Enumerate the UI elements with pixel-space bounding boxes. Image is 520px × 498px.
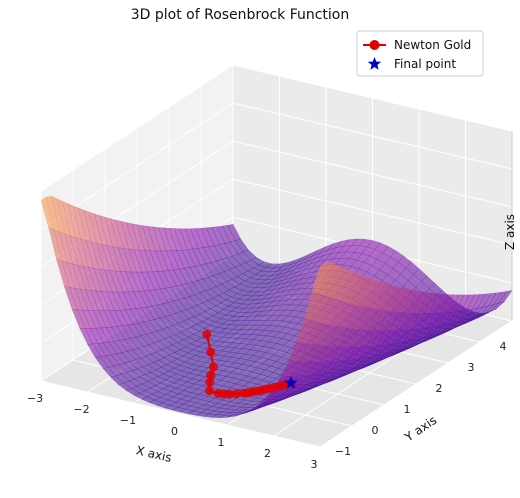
x-tick-label: −3 — [27, 392, 43, 405]
y-tick-label: 4 — [500, 340, 507, 353]
surface-cell — [338, 269, 353, 303]
x-tick-label: −1 — [120, 414, 136, 427]
x-tick-label: 0 — [171, 425, 178, 438]
grid-line-y-floor — [40, 380, 321, 448]
legend-star-marker-icon — [367, 57, 382, 70]
legend-circle-marker-icon — [369, 40, 380, 50]
legend-label-newton-gold: Newton Gold — [394, 38, 471, 52]
legend-entry-newton-gold: Newton Gold — [363, 38, 471, 52]
legend-label-final-point: Final point — [394, 57, 456, 71]
surface-cell — [429, 293, 444, 314]
newton-gold-point — [225, 389, 235, 399]
surface-cell — [461, 294, 476, 312]
legend: Newton Gold Final point — [356, 30, 484, 77]
newton-gold-point — [202, 329, 212, 339]
surface-cell — [349, 273, 364, 305]
final-point-star — [284, 376, 298, 389]
surface-cell — [482, 292, 497, 308]
grid-line-z-back — [232, 64, 513, 132]
chart-title: 3D plot of Rosenbrock Function — [131, 7, 350, 23]
x-tick-label: 3 — [311, 458, 318, 471]
surface-cell — [322, 262, 337, 297]
surface-cell — [434, 293, 449, 314]
surface-cell — [381, 284, 396, 312]
grid-line-z-back — [232, 140, 513, 208]
x-tick-label: −2 — [73, 403, 89, 416]
y-tick-label: 1 — [404, 403, 411, 416]
surface-cell — [365, 279, 380, 309]
newton-gold-point — [208, 362, 218, 372]
newton-gold-point — [205, 377, 215, 387]
grid-line-z-back — [232, 178, 513, 246]
surface-cell — [317, 262, 332, 295]
surface-cell — [354, 275, 369, 307]
surface-cell — [477, 293, 492, 309]
legend-entry-final-point: Final point — [367, 57, 456, 71]
newton-gold-point — [204, 386, 214, 396]
surface-cell — [498, 290, 513, 304]
newton-gold-point — [206, 370, 216, 380]
y-tick-label: 0 — [372, 424, 379, 437]
surface-cell — [311, 262, 326, 293]
surface-cell — [333, 267, 347, 301]
surface-cell — [493, 291, 508, 306]
grid-line-z-back — [232, 102, 513, 170]
x-tick-label: 1 — [218, 436, 225, 449]
surface-cell — [370, 281, 385, 310]
grid-line-z-left — [40, 64, 234, 192]
rosenbrock-surface — [40, 195, 513, 418]
newton-gold-point — [206, 347, 216, 357]
y-tick-label: −1 — [335, 445, 351, 458]
surface-cell — [413, 291, 428, 314]
x-tick-label: 2 — [264, 447, 271, 460]
newton-gold-path — [202, 329, 298, 399]
y-tick-label: 3 — [468, 361, 475, 374]
x-axis-label: X axis — [135, 443, 173, 465]
surface-cell — [397, 288, 412, 313]
y-tick-label: 2 — [436, 382, 443, 395]
z-axis-label: Z axis — [503, 214, 517, 250]
surface-cell — [445, 294, 460, 313]
y-axis-label: Y axis — [401, 413, 439, 445]
legend-box — [356, 30, 484, 77]
newton-gold-point — [232, 389, 241, 399]
